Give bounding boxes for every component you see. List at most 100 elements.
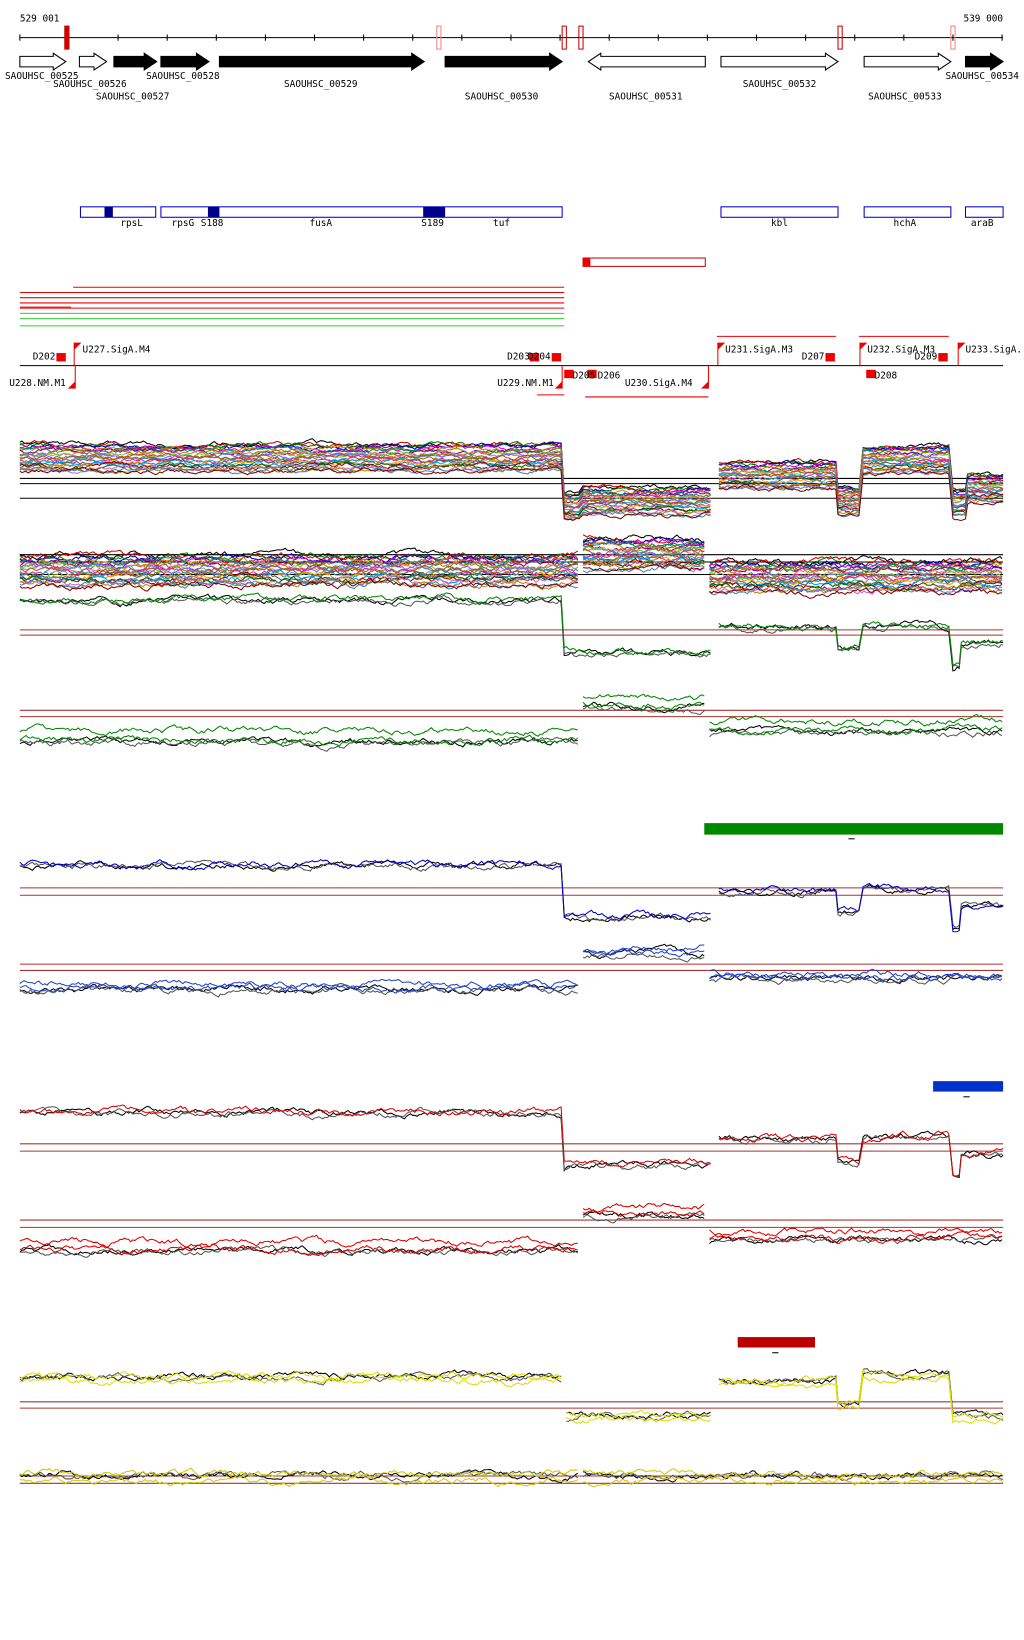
promoter-label: D203 — [507, 352, 530, 363]
terminator-box — [866, 369, 876, 379]
feature-label: hchA — [894, 218, 917, 229]
gene-label: SAOUHSC_00532 — [743, 79, 817, 90]
expression-trace — [19, 1368, 1004, 1423]
ruler-mark — [837, 25, 843, 50]
gene-arrow — [444, 52, 564, 71]
feature-label: S188 — [201, 218, 224, 229]
promoter-flag — [67, 381, 76, 389]
feature-box — [160, 206, 563, 218]
promoter-label: D208 — [875, 371, 898, 382]
expression-trace — [19, 466, 1004, 522]
ruler-mark — [578, 25, 584, 50]
promoter-label: U232.SigA.M3 — [867, 344, 935, 355]
highlight-bar — [737, 1337, 816, 1348]
ruler-mark — [436, 25, 442, 50]
expression-trace — [19, 592, 1004, 666]
terminator-box — [825, 353, 835, 362]
gene-arrow — [863, 52, 952, 71]
gene-arrow — [78, 52, 108, 71]
gene-label: SAOUHSC_00530 — [465, 92, 539, 103]
feature-box — [863, 206, 952, 218]
expression-trace — [19, 944, 1003, 991]
terminator-box — [529, 353, 540, 362]
gene-arrow — [587, 52, 706, 71]
expression-trace — [19, 1470, 1004, 1483]
promoter-label: U233.SigA. — [965, 344, 1022, 355]
gene-arrow — [218, 52, 426, 71]
expression-trace — [19, 1104, 1004, 1177]
feature-label: S189 — [421, 218, 444, 229]
expression-trace — [19, 446, 1004, 505]
feature-label: tuf — [493, 218, 510, 229]
expression-trace — [19, 859, 1004, 931]
expression-trace — [19, 560, 1003, 595]
gene-label: SAOUHSC_00531 — [609, 92, 683, 103]
expression-trace — [19, 1210, 1003, 1256]
terminator-box — [938, 353, 948, 362]
promoter-flag — [701, 381, 709, 389]
promoter-label: U230.SigA.M4 — [625, 378, 693, 389]
expression-trace — [19, 593, 1004, 672]
promoter-label: D202 — [33, 352, 56, 363]
gene-label: SAOUHSC_00529 — [284, 79, 358, 90]
gene-label: SAOUHSC_00533 — [868, 92, 942, 103]
gene-arrow — [19, 52, 67, 71]
promoter-label: D209 — [915, 352, 938, 363]
promoter-label: D207 — [802, 352, 825, 363]
feature-block — [104, 206, 113, 218]
region-block — [583, 258, 591, 267]
expression-trace — [19, 1474, 1004, 1488]
promoter-flag — [74, 342, 82, 350]
expression-trace — [19, 1105, 1004, 1178]
ruler-mark — [561, 25, 567, 50]
expression-trace — [19, 1467, 1004, 1480]
expression-trace — [19, 1106, 1004, 1177]
expression-trace — [19, 705, 1003, 752]
gene-arrow — [964, 52, 1005, 71]
expression-trace — [19, 563, 1003, 599]
promoter-flag — [554, 381, 563, 389]
promoter-flag — [958, 342, 966, 350]
region-box — [582, 257, 706, 267]
expression-trace — [19, 701, 1003, 748]
terminator-box — [56, 353, 66, 362]
expression-trace — [19, 447, 1004, 503]
expression-trace — [19, 594, 1004, 669]
promoter-label: D204 — [528, 352, 551, 363]
promoter-label: D206 — [598, 371, 621, 382]
promoter-label: U229.NM.M1 — [497, 378, 554, 389]
gene-label: SAOUHSC_00534 — [945, 71, 1019, 82]
highlight-bar — [933, 1081, 1004, 1092]
gene-arrow — [160, 52, 210, 71]
feature-label: rpsL — [120, 218, 143, 229]
ruler-start: 529 001 — [20, 13, 60, 24]
promoter-label: U228.NM.M1 — [9, 378, 66, 389]
terminator-box — [564, 369, 574, 379]
feature-box — [964, 206, 1004, 218]
expression-trace — [19, 693, 1003, 737]
promoter-flag — [717, 342, 726, 350]
expression-trace — [19, 1209, 1003, 1257]
feature-box — [720, 206, 839, 218]
feature-label: fusA — [309, 218, 332, 229]
ruler-mark — [64, 25, 70, 50]
expression-trace — [19, 701, 1003, 747]
terminator-box — [551, 353, 562, 362]
gene-label: SAOUHSC_00528 — [146, 71, 220, 82]
promoter-label: D205 — [573, 371, 596, 382]
promoter-flag — [859, 342, 868, 350]
ruler-mark — [950, 25, 956, 50]
gene-label: SAOUHSC_00525 — [5, 71, 79, 82]
expression-trace — [19, 858, 1004, 933]
feature-label: rpsG — [172, 218, 195, 229]
feature-block — [423, 206, 446, 218]
highlight-bar — [704, 823, 1004, 835]
terminator-box — [587, 369, 597, 379]
feature-box — [79, 206, 157, 218]
expression-trace — [19, 1202, 1003, 1249]
gene-label: SAOUHSC_00527 — [96, 92, 170, 103]
promoter-label: U231.SigA.M3 — [725, 344, 793, 355]
promoter-label: U227.SigA.M4 — [83, 344, 151, 355]
